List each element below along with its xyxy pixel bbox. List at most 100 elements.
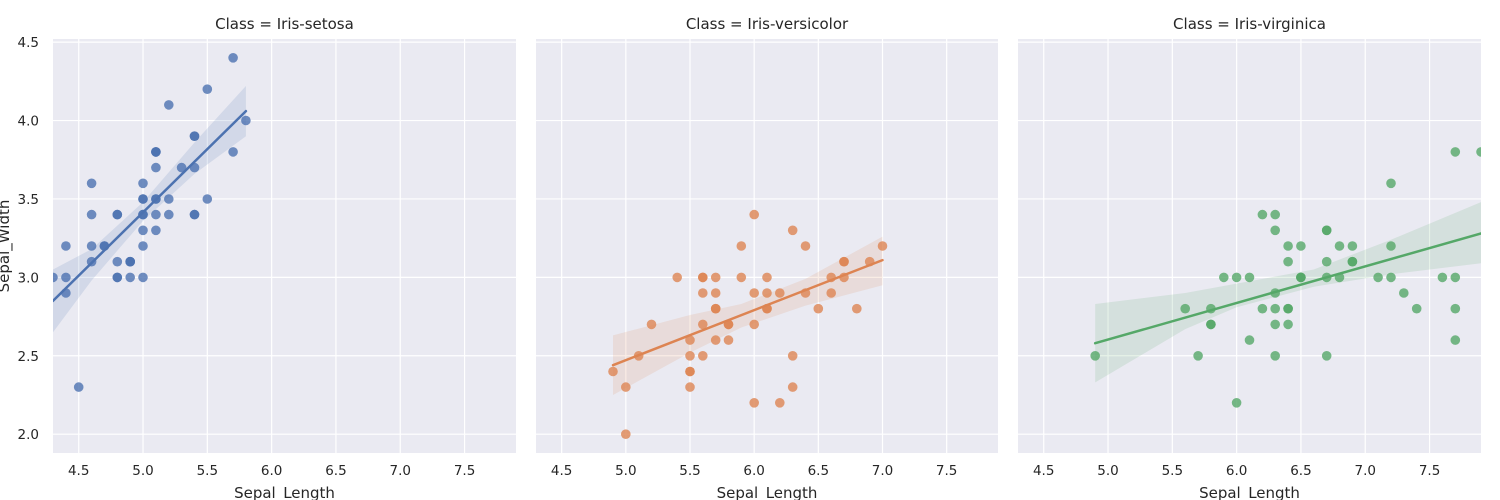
data-point [787, 225, 798, 236]
data-point [1373, 272, 1383, 283]
data-point [1321, 351, 1332, 361]
data-point [775, 288, 785, 298]
data-point [202, 194, 213, 204]
data-point [1334, 241, 1345, 251]
data-point [138, 194, 148, 204]
data-point [112, 256, 123, 267]
data-point [749, 398, 759, 408]
x-tick-label: 4.5 [68, 463, 89, 479]
x-tick-label: 5.0 [1097, 463, 1118, 479]
data-point [877, 241, 888, 251]
data-point [1450, 303, 1461, 314]
data-point [1090, 351, 1100, 361]
data-point [685, 335, 695, 345]
data-point [1270, 303, 1280, 314]
facet-title: Class = Iris-virginica [1173, 15, 1326, 33]
x-tick-label: 6.5 [1290, 463, 1311, 479]
x-tick-label: 6.5 [808, 463, 829, 479]
data-point [1270, 225, 1280, 236]
data-point [710, 272, 721, 283]
data-point [1321, 256, 1332, 267]
data-point [1244, 272, 1255, 283]
data-point [1206, 319, 1216, 330]
data-point [1296, 272, 1306, 283]
data-point [1450, 147, 1461, 157]
data-point [775, 398, 785, 408]
data-point [241, 115, 251, 126]
data-point [1437, 272, 1448, 283]
data-point [1347, 256, 1358, 267]
x-tick-label: 7.0 [390, 463, 411, 479]
y-tick-label: 2.0 [18, 427, 39, 443]
data-point [138, 209, 148, 220]
y-tick-label: 4.0 [18, 114, 39, 130]
confidence-band [1095, 202, 1481, 383]
x-tick-label: 5.5 [1162, 463, 1183, 479]
facet-panel-1: Class = Iris-setosa 4.5 5.0 5.5 6.0 6.5 7.0 7.5… [0, 15, 516, 500]
data-point [621, 382, 631, 392]
data-point [151, 162, 161, 173]
data-point [1450, 335, 1461, 345]
data-point [1270, 319, 1280, 330]
x-tick-label: 5.5 [679, 463, 700, 479]
data-point [151, 147, 161, 157]
data-point [1244, 335, 1255, 345]
x-tick-label: 5.0 [615, 463, 636, 479]
x-tick-label: 5.0 [132, 463, 153, 479]
data-point [138, 272, 148, 283]
x-tick-label: 7.5 [1419, 463, 1440, 479]
data-point [164, 209, 174, 220]
data-point [138, 178, 148, 189]
data-point [1231, 272, 1242, 283]
x-tick-label: 6.0 [743, 463, 764, 479]
data-point [710, 335, 721, 345]
data-point [1270, 351, 1280, 361]
data-point [1386, 178, 1396, 189]
data-point [138, 225, 148, 236]
data-point [1399, 288, 1409, 298]
data-point [646, 319, 657, 330]
data-point [852, 303, 862, 314]
data-point [672, 272, 682, 283]
data-point [1296, 241, 1306, 251]
data-point [151, 225, 161, 236]
y-tick-label: 4.5 [18, 35, 39, 51]
data-point [787, 351, 798, 361]
data-point [698, 319, 708, 330]
data-point [86, 209, 97, 220]
data-point [698, 351, 708, 361]
data-point [1270, 209, 1280, 220]
data-point [621, 429, 631, 440]
data-point [698, 288, 708, 298]
x-axis-label: Sepal_Length [234, 484, 335, 500]
data-point [86, 241, 97, 251]
data-point [176, 162, 187, 173]
data-point [86, 178, 97, 189]
data-point [125, 256, 135, 267]
y-axis-label: Sepal_Width [0, 200, 14, 293]
confidence-band [53, 86, 246, 333]
data-point [710, 288, 721, 298]
data-point [685, 382, 695, 392]
facet-panel-3: Class = Iris-virginica 4.5 5.0 5.5 6.0 6.5 7.0… [1018, 15, 1481, 500]
data-point [1386, 272, 1396, 283]
data-point [1219, 272, 1229, 283]
data-point [228, 53, 238, 63]
x-tick-label: 7.0 [1355, 463, 1376, 479]
data-point [839, 256, 849, 267]
data-point [800, 241, 811, 251]
data-point [189, 209, 200, 220]
data-point [685, 351, 695, 361]
plot-background [536, 39, 998, 453]
data-point [736, 272, 747, 283]
data-point [61, 241, 71, 251]
data-point [61, 272, 71, 283]
data-point [736, 241, 747, 251]
plot-area [1090, 147, 1481, 408]
regression-line [53, 109, 248, 303]
data-point [125, 272, 135, 283]
plot-background [1018, 39, 1481, 453]
facet-title: Class = Iris-setosa [215, 15, 354, 33]
data-point [1347, 241, 1358, 251]
data-point [787, 382, 798, 392]
